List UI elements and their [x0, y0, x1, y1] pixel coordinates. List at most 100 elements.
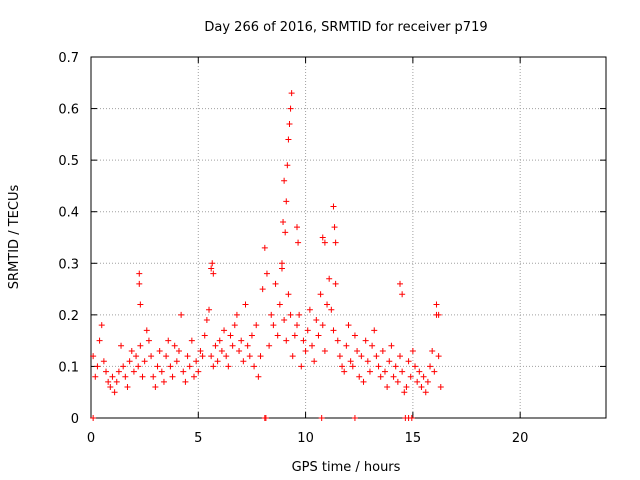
- data-point: [367, 369, 373, 375]
- data-point: [200, 353, 206, 359]
- data-point: [159, 369, 165, 375]
- data-point: [282, 229, 288, 235]
- y-tick-label: 0.7: [58, 51, 79, 66]
- data-point: [273, 281, 279, 287]
- data-point: [307, 307, 313, 313]
- data-point: [403, 384, 409, 390]
- data-point: [225, 363, 231, 369]
- data-point: [163, 353, 169, 359]
- data-point: [94, 363, 100, 369]
- data-point: [330, 204, 336, 210]
- data-point: [320, 235, 326, 241]
- data-point: [319, 415, 325, 421]
- y-tick-label: 0.3: [58, 257, 79, 272]
- data-point: [399, 369, 405, 375]
- data-point: [429, 348, 435, 354]
- data-point: [146, 338, 152, 344]
- data-point: [352, 415, 358, 421]
- data-point: [204, 317, 210, 323]
- data-point: [414, 379, 420, 385]
- plot-frame: [91, 57, 606, 418]
- data-point: [136, 281, 142, 287]
- data-point: [346, 322, 352, 328]
- data-point: [322, 240, 328, 246]
- data-point: [268, 312, 274, 318]
- axis-ticks: 00.10.20.30.40.50.60.705101520: [58, 51, 606, 446]
- data-point: [101, 358, 107, 364]
- data-point: [249, 332, 255, 338]
- x-axis-label: GPS time / hours: [292, 460, 401, 475]
- data-point: [260, 286, 266, 292]
- data-point: [264, 271, 270, 277]
- data-point: [279, 260, 285, 266]
- data-point: [386, 358, 392, 364]
- data-point: [423, 389, 429, 395]
- data-point: [298, 363, 304, 369]
- data-point: [294, 322, 300, 328]
- data-point: [263, 415, 269, 421]
- data-point: [202, 332, 208, 338]
- data-point: [124, 384, 130, 390]
- data-point: [365, 358, 371, 364]
- data-point: [195, 369, 201, 375]
- data-point: [328, 307, 334, 313]
- data-point: [230, 343, 236, 349]
- data-point: [210, 363, 216, 369]
- data-point: [165, 338, 171, 344]
- data-point: [421, 374, 427, 380]
- data-point: [350, 363, 356, 369]
- x-tick-label: 10: [297, 431, 314, 446]
- data-point: [290, 353, 296, 359]
- y-tick-label: 0.1: [58, 360, 79, 375]
- data-point: [397, 353, 403, 359]
- data-point: [277, 302, 283, 308]
- data-point: [333, 281, 339, 287]
- data-point: [295, 240, 301, 246]
- data-point: [150, 374, 156, 380]
- data-point: [245, 343, 251, 349]
- data-points: [90, 90, 444, 421]
- data-point: [436, 353, 442, 359]
- data-point: [292, 332, 298, 338]
- data-point: [217, 338, 223, 344]
- data-point: [378, 374, 384, 380]
- data-point: [296, 312, 302, 318]
- data-point: [135, 363, 141, 369]
- data-point: [131, 369, 137, 375]
- data-point: [275, 332, 281, 338]
- y-tick-label: 0.6: [58, 103, 79, 118]
- data-point: [243, 302, 249, 308]
- data-point: [238, 338, 244, 344]
- data-point: [129, 348, 135, 354]
- data-point: [174, 358, 180, 364]
- data-point: [313, 317, 319, 323]
- data-point: [180, 369, 186, 375]
- data-point: [281, 317, 287, 323]
- data-point: [253, 322, 259, 328]
- data-point: [315, 332, 321, 338]
- data-point: [133, 353, 139, 359]
- data-point: [107, 384, 113, 390]
- data-point: [137, 343, 143, 349]
- data-point: [178, 312, 184, 318]
- data-point: [161, 379, 167, 385]
- data-point: [170, 374, 176, 380]
- data-point: [221, 327, 227, 333]
- data-point: [343, 343, 349, 349]
- data-point: [384, 384, 390, 390]
- data-point: [425, 379, 431, 385]
- data-point: [167, 363, 173, 369]
- data-point: [288, 312, 294, 318]
- grid-lines: [91, 57, 606, 418]
- data-point: [406, 358, 412, 364]
- data-point: [97, 338, 103, 344]
- data-point: [391, 374, 397, 380]
- data-point: [373, 353, 379, 359]
- data-point: [354, 348, 360, 354]
- data-point: [266, 343, 272, 349]
- data-point: [284, 162, 290, 168]
- data-point: [427, 363, 433, 369]
- data-point: [120, 363, 126, 369]
- data-point: [176, 348, 182, 354]
- data-point: [255, 374, 261, 380]
